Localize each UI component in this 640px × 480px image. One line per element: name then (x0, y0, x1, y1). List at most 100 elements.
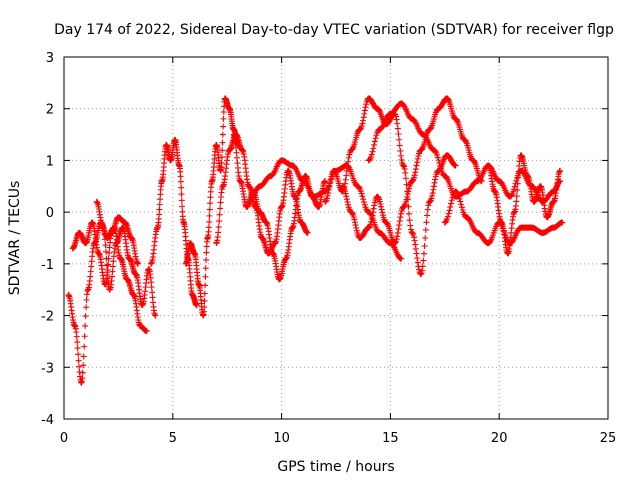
data-point (424, 206, 431, 213)
data-point (207, 200, 214, 207)
data-point (217, 199, 224, 206)
x-tick-label: 20 (491, 431, 508, 446)
data-point (233, 154, 240, 161)
data-point (344, 199, 351, 206)
data-point (220, 115, 227, 122)
data-point (471, 158, 478, 165)
data-point (404, 193, 411, 200)
data-point (368, 151, 375, 158)
data-point (342, 190, 349, 197)
data-point (429, 190, 436, 197)
data-point (371, 138, 378, 145)
data-point (429, 192, 436, 199)
data-point (152, 312, 159, 319)
data-point (220, 123, 227, 130)
data-point (396, 218, 403, 225)
data-point (149, 289, 156, 296)
data-point (392, 113, 399, 120)
data-point (102, 242, 109, 249)
data-point (427, 125, 434, 132)
data-point (215, 224, 222, 231)
data-point (379, 209, 386, 216)
data-point (397, 210, 404, 217)
data-point (377, 200, 384, 207)
data-point (430, 186, 437, 193)
data-point (75, 357, 82, 364)
x-axis-label: GPS time / hours (277, 459, 394, 475)
data-point (419, 263, 426, 270)
data-point (403, 196, 410, 203)
data-point (201, 290, 208, 297)
data-point (406, 210, 413, 217)
data-point (177, 178, 184, 185)
data-point (368, 215, 375, 222)
data-point (322, 178, 329, 185)
data-point (357, 126, 364, 133)
data-point (219, 131, 226, 138)
data-point (397, 152, 404, 159)
data-point (215, 229, 222, 236)
x-tick-label: 5 (169, 431, 177, 446)
data-point (322, 198, 329, 205)
data-point (217, 205, 224, 212)
data-point (205, 224, 212, 231)
axis-ticks: 0 5 10 15 20 25 -4 -3 -2 -1 0 1 2 3 (41, 51, 616, 446)
data-point (404, 191, 411, 198)
data-point (414, 159, 421, 166)
data-point (88, 263, 95, 270)
data-point (178, 191, 185, 198)
series-sat-c (93, 198, 159, 319)
data-point (393, 116, 400, 123)
data-point (109, 263, 116, 270)
data-point (79, 369, 86, 376)
data-point (436, 160, 443, 167)
data-point (411, 172, 418, 179)
data-point (396, 142, 403, 149)
data-point (405, 188, 412, 195)
y-tick-label: 2 (46, 103, 54, 118)
data-point (83, 304, 90, 311)
data-point (366, 224, 373, 231)
data-point (203, 249, 210, 256)
data-point (437, 162, 444, 169)
data-point (435, 157, 442, 164)
data-point (514, 180, 521, 187)
data-point (362, 104, 369, 111)
data-point (74, 339, 81, 346)
series-sat-h (245, 157, 405, 262)
data-point (353, 224, 360, 231)
data-point (412, 245, 419, 252)
data-point (344, 163, 351, 170)
data-point (412, 241, 419, 248)
data-point (87, 268, 94, 275)
data-point (103, 262, 110, 269)
data-point (462, 137, 469, 144)
data-point (393, 236, 400, 243)
data-points (65, 95, 566, 386)
data-point (361, 110, 368, 117)
data-point (104, 269, 111, 276)
data-point (82, 322, 89, 329)
data-point (511, 183, 518, 190)
series-sat-j (339, 95, 485, 247)
data-point (342, 176, 349, 183)
data-point (406, 217, 413, 224)
data-point (403, 181, 410, 188)
data-point (193, 302, 200, 309)
data-point (394, 229, 401, 236)
data-point (419, 267, 426, 274)
data-point (207, 194, 214, 201)
data-point (412, 169, 419, 176)
data-point (352, 222, 359, 229)
data-point (201, 304, 208, 311)
data-point (325, 186, 332, 193)
data-point (134, 260, 141, 267)
data-point (407, 222, 414, 229)
data-point (400, 162, 407, 169)
data-point (345, 158, 352, 165)
data-point (417, 271, 424, 278)
data-point (411, 234, 418, 241)
data-point (420, 257, 427, 264)
data-point (425, 202, 432, 209)
